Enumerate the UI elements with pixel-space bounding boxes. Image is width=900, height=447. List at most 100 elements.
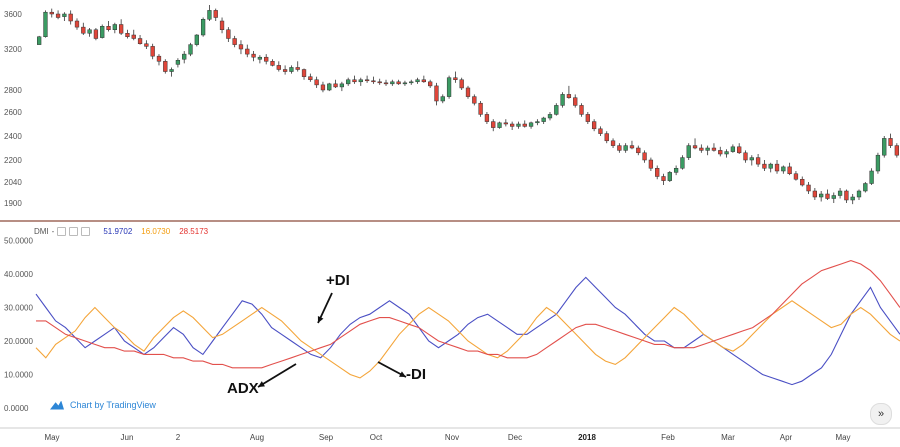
candle-body [308, 76, 313, 81]
candle-body [396, 81, 401, 85]
candle-body [604, 133, 609, 142]
candle-body [137, 38, 143, 44]
candle-body [295, 67, 300, 70]
candle-body [680, 157, 685, 169]
dmi-series-line-1 [35, 276, 900, 386]
adx-annotation: ADX [227, 380, 259, 397]
plus-di-arrow-head [317, 316, 324, 323]
candle-body [831, 195, 836, 199]
candle-body [415, 79, 420, 83]
candle-body [705, 147, 710, 151]
candle-body [409, 81, 414, 84]
candle-body [585, 114, 590, 122]
settings-icon[interactable] [57, 227, 67, 236]
dmi-tick-label: 10.0000 [4, 371, 33, 380]
candle-body [55, 13, 61, 18]
candle-body [711, 147, 717, 151]
candle-body [428, 81, 433, 87]
candle-body [257, 56, 263, 60]
candle-body [648, 159, 654, 169]
candle-body [522, 123, 527, 127]
candle-body [301, 69, 307, 77]
candle-body [213, 10, 218, 18]
candle-body [402, 82, 408, 85]
candle-body [245, 48, 250, 55]
dmi-value-1: 51.9702 [103, 227, 133, 236]
candle-body [93, 29, 99, 39]
candle-body [850, 196, 855, 201]
candle-body [541, 117, 546, 122]
scroll-right-button[interactable]: » [870, 403, 892, 425]
candle-body [453, 77, 458, 80]
price-tick-label: 1900 [4, 199, 22, 208]
price-tick-label: 2600 [4, 108, 22, 117]
candle-body [320, 84, 326, 91]
candle-body [43, 11, 48, 37]
candle-body [333, 83, 338, 88]
candle-body [226, 29, 231, 39]
candle-body [182, 53, 187, 60]
tradingview-logo-icon [50, 400, 64, 410]
candle-body [819, 193, 824, 198]
candle-body [37, 36, 42, 45]
candle-body [825, 193, 830, 199]
candle-body [68, 13, 73, 22]
dmi-series-line-3 [36, 260, 900, 369]
candle-body [383, 82, 389, 85]
candle-body [699, 147, 704, 151]
candle-body [718, 150, 723, 155]
candle-body [491, 121, 496, 128]
candle-body [282, 69, 288, 72]
candle-body [516, 123, 521, 127]
candle-body [610, 140, 616, 146]
tradingview-watermark[interactable]: Chart by TradingView [50, 400, 156, 410]
candle-body [377, 81, 382, 84]
candle-body [188, 44, 193, 55]
candle-body [106, 26, 111, 30]
candle-body [346, 79, 351, 85]
candle-body [591, 121, 597, 130]
close-icon[interactable] [81, 227, 91, 236]
candle-body [125, 33, 130, 37]
candle-body [793, 173, 799, 180]
candle-body [150, 46, 155, 57]
x-axis-label: Mar [721, 433, 735, 442]
candle-body [894, 145, 899, 156]
candle-body [566, 94, 572, 98]
candle-body [364, 79, 370, 82]
candle-body [276, 65, 281, 70]
candle-body [800, 179, 805, 186]
candle-body [156, 55, 162, 62]
candle-body [497, 122, 502, 128]
candle-body [875, 154, 881, 172]
dmi-tick-label: 20.0000 [4, 337, 33, 346]
candle-body [175, 60, 181, 65]
candle-body [238, 44, 244, 50]
candle-body [737, 146, 742, 154]
dmi-series-line-2 [35, 300, 900, 379]
candle-body [579, 105, 584, 115]
dmi-tick-label: 40.0000 [4, 270, 33, 279]
candle-body [390, 81, 395, 85]
candle-body [856, 190, 862, 198]
candle-body [762, 163, 767, 169]
candle-body [144, 43, 149, 47]
candle-body [352, 79, 357, 83]
candle-body [440, 96, 445, 102]
candle-body [484, 114, 490, 122]
candle-body [573, 97, 578, 106]
candle-body [169, 69, 174, 72]
candle-body [232, 38, 237, 45]
x-axis-label: Aug [250, 433, 264, 442]
candle-body [270, 61, 275, 66]
candle-body [528, 122, 534, 127]
price-tick-label: 2800 [4, 86, 22, 95]
candle-body [636, 147, 641, 154]
candle-body [724, 151, 729, 155]
candle-body [510, 123, 515, 127]
candle-body [686, 145, 691, 158]
candle-body [163, 61, 168, 72]
visibility-icon[interactable] [69, 227, 79, 236]
x-axis-label: Nov [445, 433, 459, 442]
